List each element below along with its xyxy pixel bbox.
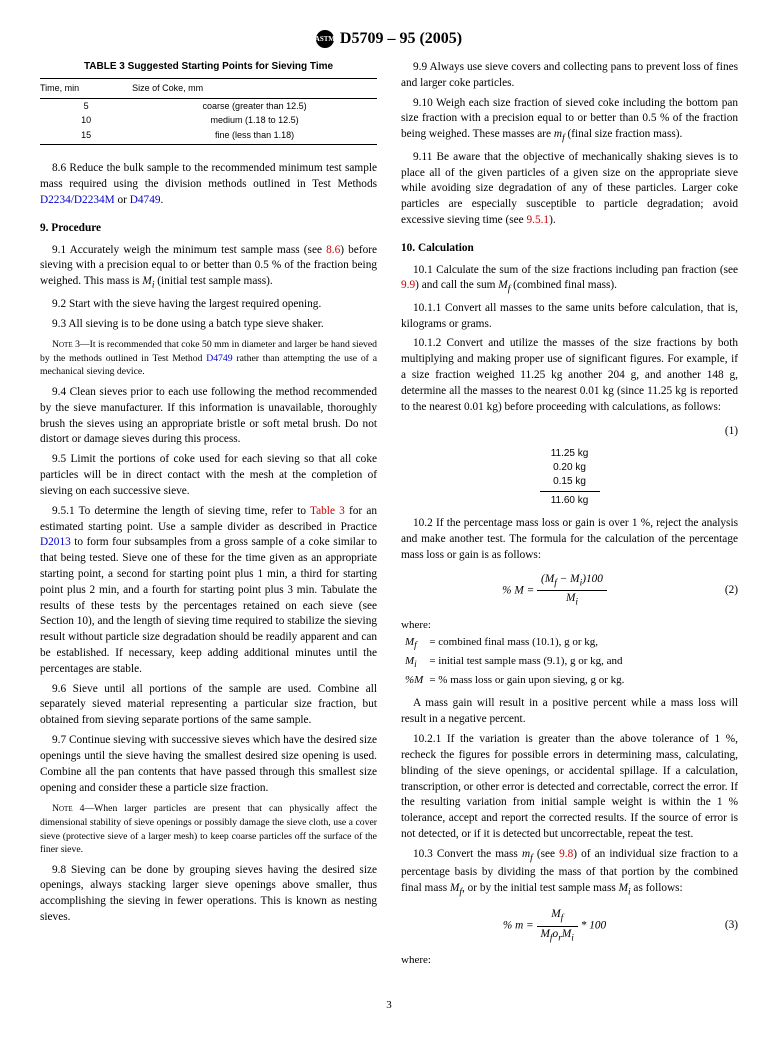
para-9-10: 9.10 Weigh each size fraction of sieved …	[401, 96, 738, 146]
para-9-4: 9.4 Clean sieves prior to each use follo…	[40, 385, 377, 448]
page-header: ASTM D5709 – 95 (2005)	[40, 30, 738, 48]
section-10-heading: 10. Calculation	[401, 241, 738, 257]
table-3-table: Time, min Size of Coke, mm 5coarse (grea…	[40, 78, 377, 145]
equation-2-row: % M = (Mf − Mi)100Mi (2)	[401, 572, 738, 610]
para-10-2-1: 10.2.1 If the variation is greater than …	[401, 732, 738, 843]
para-10-1: 10.1 Calculate the sum of the size fract…	[401, 263, 738, 297]
para-9-5-1: 9.5.1 To determine the length of sieving…	[40, 504, 377, 678]
table-header: Size of Coke, mm	[132, 79, 377, 99]
note-3: Note 3—It is recommended that coke 50 mm…	[40, 338, 377, 379]
para-9-5: 9.5 Limit the portions of coke used for …	[40, 452, 377, 499]
table-3: TABLE 3 Suggested Starting Points for Si…	[40, 60, 377, 145]
para-9-1: 9.1 Accurately weigh the minimum test sa…	[40, 243, 377, 293]
eq-3-num: (3)	[708, 918, 738, 934]
designation: D5709 – 95 (2005)	[340, 30, 462, 48]
table-row: 15fine (less than 1.18)	[40, 128, 377, 145]
astm-logo: ASTM	[316, 30, 334, 48]
para-10-1-1: 10.1.1 Convert all masses to the same un…	[401, 301, 738, 333]
link-9-8[interactable]: 9.8	[559, 848, 573, 860]
link-8-6[interactable]: 8.6	[326, 244, 340, 256]
link-table-3[interactable]: Table 3	[310, 505, 345, 517]
para-9-11: 9.11 Be aware that the objective of mech…	[401, 150, 738, 229]
table-header: Time, min	[40, 79, 132, 99]
link-d4749-note[interactable]: D4749	[206, 353, 232, 364]
para-9-3: 9.3 All sieving is to be done using a ba…	[40, 317, 377, 333]
left-column: TABLE 3 Suggested Starting Points for Si…	[40, 60, 377, 975]
para-10-1-2: 10.1.2 Convert and utilize the masses of…	[401, 336, 738, 415]
para-9-8: 9.8 Sieving can be done by grouping siev…	[40, 863, 377, 926]
para-9-6: 9.6 Sieve until all portions of the samp…	[40, 682, 377, 729]
equation-2: % M = (Mf − Mi)100Mi	[401, 572, 708, 610]
eq-1-num: (1)	[708, 424, 738, 440]
where-block-1: where: Mf= combined final mass (10.1), g…	[401, 618, 738, 691]
para-9-9: 9.9 Always use sieve covers and collecti…	[401, 60, 738, 92]
link-9-9[interactable]: 9.9	[401, 279, 415, 291]
link-d2013[interactable]: D2013	[40, 536, 71, 548]
equation-1-row: (1)	[401, 424, 738, 440]
link-d4749[interactable]: D4749	[130, 194, 161, 206]
para-10-2-post: A mass gain will result in a positive pe…	[401, 696, 738, 728]
calc-example: 11.25 kg 0.20 kg 0.15 kg 11.60 kg	[401, 447, 738, 508]
note-4: Note 4—When larger particles are present…	[40, 802, 377, 856]
equation-3-row: % m = MfMforMi * 100 (3)	[401, 907, 738, 945]
para-9-2: 9.2 Start with the sieve having the larg…	[40, 297, 377, 313]
para-9-7: 9.7 Continue sieving with successive sie…	[40, 733, 377, 796]
link-9-5-1[interactable]: 9.5.1	[526, 214, 549, 226]
para-8-6: 8.6 Reduce the bulk sample to the recomm…	[40, 161, 377, 208]
link-d2234[interactable]: D2234/D2234M	[40, 194, 115, 206]
page: ASTM D5709 – 95 (2005) TABLE 3 Suggested…	[0, 0, 778, 1051]
table-3-title: TABLE 3 Suggested Starting Points for Si…	[40, 60, 377, 74]
para-10-3: 10.3 Convert the mass mf (see 9.8) of an…	[401, 847, 738, 900]
para-10-2: 10.2 If the percentage mass loss or gain…	[401, 516, 738, 563]
two-column-layout: TABLE 3 Suggested Starting Points for Si…	[40, 60, 738, 975]
right-column: 9.9 Always use sieve covers and collecti…	[401, 60, 738, 975]
page-number: 3	[40, 999, 738, 1011]
equation-3: % m = MfMforMi * 100	[401, 907, 708, 945]
where-block-2: where:	[401, 953, 738, 968]
table-row: 10medium (1.18 to 12.5)	[40, 113, 377, 128]
section-9-heading: 9. Procedure	[40, 221, 377, 237]
eq-2-num: (2)	[708, 583, 738, 599]
table-row: 5coarse (greater than 12.5)	[40, 98, 377, 113]
